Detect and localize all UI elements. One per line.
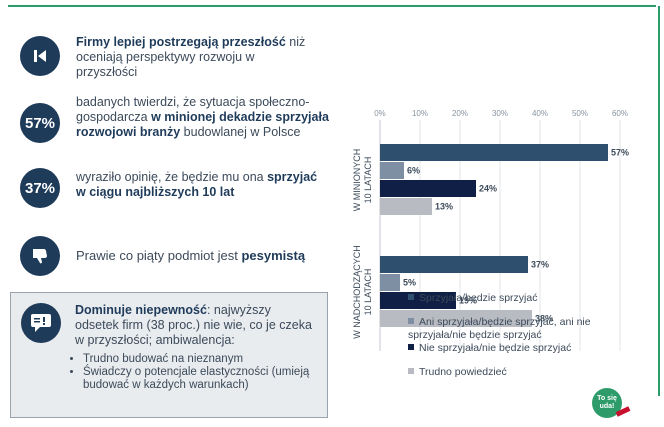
group-label: W NADCHODZĄCYCH	[352, 245, 362, 339]
thumbs-down-icon	[20, 236, 60, 276]
bullet-item: Trudno budować na nieznanym	[83, 353, 323, 366]
skip-back-icon	[20, 36, 60, 76]
insight-pessimist: Prawie co piąty podmiot jest pesymistą	[76, 248, 306, 263]
insight-37: wyraziło opinię, że będzie mu ona sprzyj…	[76, 170, 318, 199]
bar	[380, 274, 400, 291]
x-tick-label: 20%	[452, 109, 468, 118]
bar	[380, 180, 476, 197]
x-tick-label: 40%	[532, 109, 548, 118]
x-tick-label: 50%	[572, 109, 588, 118]
bar	[380, 310, 532, 327]
badge-37: 37%	[20, 168, 60, 208]
group-label: W MINIONYCH	[352, 149, 362, 212]
bar	[380, 144, 608, 161]
insight-57: badanych twierdzi, że sytuacja społeczno…	[76, 95, 329, 139]
bar	[380, 198, 432, 215]
group-label: 10 LATACH	[363, 157, 373, 204]
bar-value-label: 6%	[407, 166, 420, 176]
uncertainty-bullets: Trudno budować na nieznanym Świadczy o p…	[69, 353, 323, 392]
insight-past-better: Firmy lepiej postrzegają przeszłość niż …	[76, 35, 306, 80]
bar-value-label: 19%	[459, 296, 477, 306]
speech-bubble-icon	[21, 303, 61, 343]
bar-value-label: 5%	[403, 278, 416, 288]
badge-57: 57%	[20, 103, 60, 143]
top-frame	[0, 0, 664, 7]
forecast-bar-chart: 0% 10% 20% 30% 40% 50% 60% 57% 6% 24% 13% W MINIONY…	[352, 109, 629, 351]
legend-item-unfavorable: Nie sprzyjała/nie będzie sprzyjać	[408, 342, 571, 355]
legend-item-favorable: Sprzyjała/będzie sprzyjać	[408, 292, 537, 305]
legend-item-neutral: Ani sprzyjała/będzie sprzyjać, ani nie s…	[408, 316, 591, 341]
bar-value-label: 57%	[611, 148, 629, 158]
uncertainty-box: Dominuje niepewność: najwyższy odsetek f…	[10, 292, 328, 418]
right-frame-line	[658, 6, 660, 396]
bar-value-label: 37%	[531, 260, 549, 270]
bar-value-label: 24%	[479, 184, 497, 194]
legend-swatch	[408, 294, 414, 300]
bar	[380, 162, 404, 179]
bar-value-label: 38%	[535, 314, 553, 324]
logo: To się uda!	[592, 388, 631, 418]
bar	[380, 292, 456, 309]
x-tick-label: 60%	[612, 109, 628, 118]
legend-swatch	[408, 318, 414, 324]
x-tick-label: 30%	[492, 109, 508, 118]
legend-swatch	[408, 368, 414, 374]
x-tick-label: 0%	[374, 109, 386, 118]
legend-item-hard-to-say: Trudno powiedzieć	[408, 366, 507, 379]
insight-past-rest: niż oceniają perspektywy rozwoju w przys…	[76, 35, 306, 79]
legend-swatch	[408, 344, 414, 350]
bar-value-label: 13%	[435, 202, 453, 212]
insight-past-bold: Firmy lepiej postrzegają przeszłość	[76, 35, 286, 49]
bullet-item: Świadczy o potencjale elastyczności (umi…	[83, 366, 323, 392]
bar	[380, 256, 528, 273]
x-tick-label: 10%	[412, 109, 428, 118]
uncertainty-text: Dominuje niepewność: najwyższy odsetek f…	[75, 303, 312, 347]
group-label: 10 LATACH	[363, 269, 373, 316]
